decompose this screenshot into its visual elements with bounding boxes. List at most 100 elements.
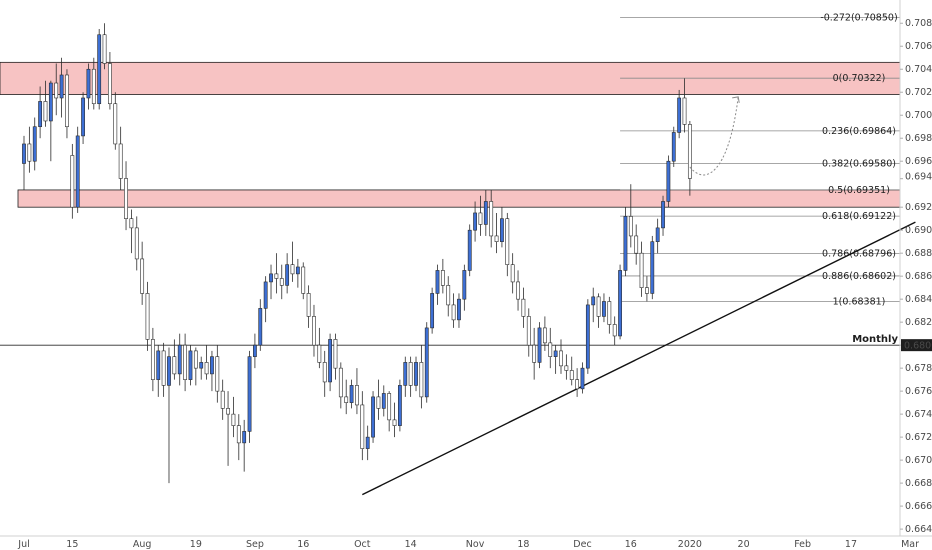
bull-candle: [38, 101, 43, 128]
bear-candle: [360, 404, 365, 449]
bear-candle: [150, 339, 155, 380]
bear-candle: [317, 344, 322, 363]
bull-candle: [247, 356, 252, 432]
bull-candle: [655, 227, 660, 242]
bull-candle: [285, 264, 290, 286]
bear-candle: [279, 278, 284, 286]
x-tick-label: 2020: [678, 539, 702, 550]
x-tick-label: Nov: [466, 539, 485, 550]
y-tick-label: 0.66400: [905, 524, 932, 535]
bear-candle: [392, 419, 397, 426]
bear-candle: [446, 285, 451, 306]
y-tick-label: 0.67200: [905, 432, 932, 443]
bear-candle: [489, 201, 494, 237]
bear-candle: [607, 301, 612, 325]
y-tick-label: 0.66600: [905, 501, 932, 512]
bear-candle: [542, 327, 547, 344]
y-tick-label: 0.69000: [905, 225, 932, 236]
sr-zone: [17, 189, 901, 208]
bear-candle: [612, 324, 617, 337]
bear-candle: [408, 362, 413, 386]
y-tick-label: 0.69800: [905, 133, 932, 144]
bull-candle: [167, 356, 171, 386]
bull-candle: [650, 241, 655, 294]
bull-candle: [253, 344, 257, 357]
x-tick-label: 16: [297, 539, 309, 550]
bear-candle: [559, 350, 563, 367]
bear-candle: [645, 287, 649, 294]
bull-candle: [32, 126, 37, 162]
bull-candle: [177, 344, 182, 375]
bull-candle: [156, 350, 161, 380]
bull-candle: [365, 436, 370, 449]
fib-level-label: 0.886(0.68602): [822, 271, 896, 282]
bear-candle: [505, 218, 510, 265]
bear-candle: [532, 344, 537, 363]
bear-candle: [140, 258, 145, 294]
bull-candle: [580, 367, 585, 390]
projection-arrowhead: [732, 96, 740, 103]
bull-candle: [258, 308, 263, 346]
bull-candle: [591, 296, 596, 306]
bear-candle: [451, 304, 456, 321]
bear-candle: [102, 34, 107, 64]
bull-candle: [269, 273, 273, 283]
bull-candle: [381, 393, 386, 409]
bull-candle: [81, 97, 85, 137]
y-tick-label: 0.70200: [905, 87, 932, 98]
bull-candle: [403, 362, 408, 386]
bear-candle: [494, 235, 499, 242]
bear-candle: [344, 396, 349, 403]
bear-candle: [134, 227, 139, 260]
trendline: [362, 221, 916, 496]
bull-candle: [97, 34, 102, 105]
y-tick-label: 0.67400: [905, 409, 932, 420]
bear-candle: [596, 296, 601, 317]
bear-candle: [231, 413, 236, 426]
bear-candle: [355, 385, 359, 406]
y-tick-label: 0.70400: [905, 64, 932, 75]
bull-candle: [585, 304, 590, 369]
bull-candle: [671, 132, 676, 162]
bull-candle: [75, 135, 80, 208]
bear-candle: [306, 293, 311, 317]
y-tick-label: 0.67600: [905, 386, 932, 397]
bear-candle: [193, 350, 198, 369]
bull-candle: [618, 270, 622, 337]
bull-candle: [397, 385, 402, 426]
bear-candle: [54, 82, 59, 99]
bear-candle: [376, 396, 381, 409]
bear-candle: [108, 63, 112, 105]
monthly-label: Monthly: [852, 334, 898, 345]
bull-candle: [435, 270, 440, 294]
bear-candle: [478, 212, 483, 225]
y-tick-label: 0.69600: [905, 156, 932, 167]
y-tick-label: 0.66800: [905, 478, 932, 489]
bull-candle: [500, 218, 504, 242]
bull-candle: [414, 362, 418, 386]
bear-candle: [290, 264, 295, 275]
fib-level-label: 0.236(0.69864): [822, 126, 896, 137]
bull-candle: [263, 281, 268, 309]
bull-candle: [462, 270, 467, 300]
y-tick-label: 0.68800: [905, 248, 932, 259]
bull-candle: [537, 327, 542, 363]
bear-candle: [569, 370, 574, 380]
x-tick-label: 14: [405, 539, 417, 550]
bull-candle: [666, 160, 671, 202]
bear-candle: [548, 342, 553, 357]
y-tick-label: 0.70600: [905, 41, 932, 52]
x-tick-label: Jul: [17, 539, 29, 550]
bear-candle: [338, 367, 343, 398]
bear-candle: [70, 155, 75, 208]
bull-candle: [199, 362, 204, 369]
y-tick-label: 0.69448: [905, 172, 932, 183]
bear-candle: [124, 178, 128, 219]
x-tick-label: Aug: [133, 539, 152, 550]
bear-candle: [220, 390, 225, 409]
bear-candle: [628, 216, 633, 237]
bull-candle: [677, 97, 682, 133]
x-tick-label: 17: [845, 539, 857, 550]
